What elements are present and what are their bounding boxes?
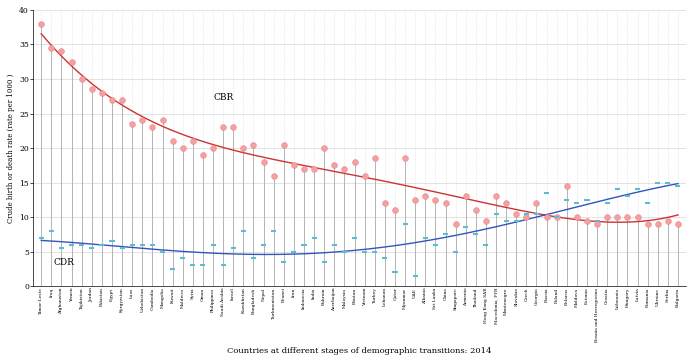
Point: [279, 142, 290, 147]
Point: [187, 138, 198, 144]
Point: [258, 159, 269, 165]
Point: [379, 200, 390, 206]
Point: [581, 218, 593, 223]
Point: [410, 197, 421, 203]
Point: [602, 214, 613, 220]
Point: [541, 214, 552, 220]
Point: [96, 90, 107, 96]
Point: [76, 76, 87, 82]
Point: [268, 173, 279, 178]
Point: [450, 221, 461, 227]
Point: [177, 145, 188, 151]
Point: [500, 200, 511, 206]
Point: [369, 156, 380, 161]
Point: [288, 163, 299, 168]
Point: [389, 207, 401, 213]
Point: [652, 221, 663, 227]
Point: [551, 214, 562, 220]
Y-axis label: Crude birth or death rate (rate per 1000 ): Crude birth or death rate (rate per 1000…: [7, 73, 15, 223]
Point: [127, 121, 138, 127]
Point: [339, 166, 350, 172]
Point: [66, 59, 77, 65]
Point: [248, 142, 259, 147]
Point: [86, 87, 97, 92]
Point: [308, 166, 319, 172]
Text: CDR: CDR: [53, 258, 74, 268]
Point: [107, 97, 118, 102]
Point: [480, 218, 491, 223]
Point: [167, 138, 178, 144]
Point: [521, 214, 532, 220]
Point: [137, 118, 148, 123]
Point: [471, 207, 482, 213]
Point: [491, 193, 502, 199]
Point: [349, 159, 360, 165]
Point: [400, 156, 411, 161]
Point: [622, 214, 633, 220]
Point: [642, 221, 653, 227]
Point: [36, 21, 47, 27]
Point: [359, 173, 370, 178]
Point: [612, 214, 623, 220]
X-axis label: Countries at different stages of demographic transitions: 2014: Countries at different stages of demogra…: [227, 347, 492, 355]
Point: [319, 145, 330, 151]
Point: [328, 163, 340, 168]
Point: [531, 200, 542, 206]
Point: [632, 214, 643, 220]
Point: [46, 45, 57, 51]
Point: [198, 152, 209, 158]
Point: [157, 118, 168, 123]
Point: [511, 211, 522, 216]
Text: CBR: CBR: [213, 93, 234, 102]
Point: [430, 197, 441, 203]
Point: [672, 221, 683, 227]
Point: [228, 125, 239, 130]
Point: [440, 200, 451, 206]
Point: [147, 125, 158, 130]
Point: [116, 97, 128, 102]
Point: [663, 218, 674, 223]
Point: [207, 145, 218, 151]
Point: [592, 221, 603, 227]
Point: [420, 193, 431, 199]
Point: [460, 193, 471, 199]
Point: [238, 145, 249, 151]
Point: [218, 125, 229, 130]
Point: [56, 49, 67, 54]
Point: [571, 214, 582, 220]
Point: [299, 166, 310, 172]
Point: [561, 183, 572, 189]
